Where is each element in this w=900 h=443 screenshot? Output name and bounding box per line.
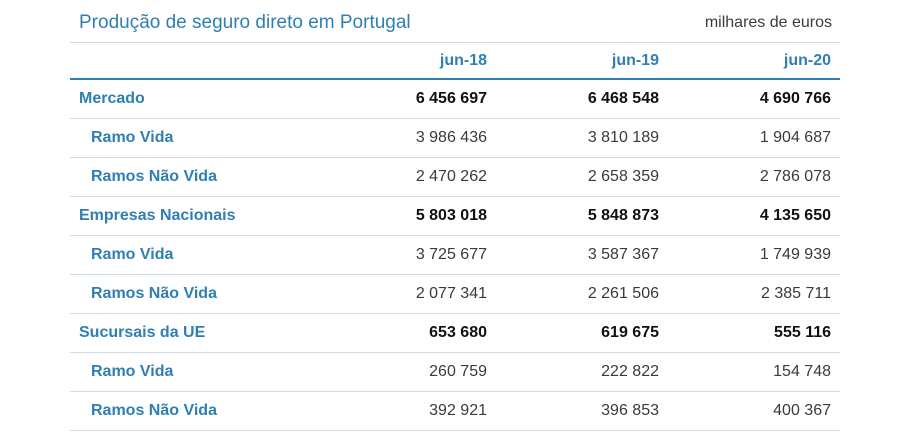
- row-value: 6 468 548: [587, 90, 659, 107]
- table-row: Ramos Não Vida 2 077 341 2 261 506 2 385…: [70, 275, 840, 314]
- row-value: 2 470 262: [415, 168, 487, 185]
- table-title: Produção de seguro direto em Portugal: [79, 12, 411, 33]
- row-value: 3 725 677: [415, 246, 487, 263]
- row-label: Ramos Não Vida: [91, 402, 217, 419]
- table-row: Sucursais da UE 653 680 619 675 555 116: [70, 314, 840, 353]
- row-value: 2 658 359: [587, 168, 659, 185]
- row-value: 4 135 650: [759, 207, 831, 224]
- table-row: Empresas Nacionais 5 803 018 5 848 873 4…: [70, 197, 840, 236]
- table-header: Produção de seguro direto em Portugal mi…: [70, 0, 840, 43]
- row-value: 6 456 697: [415, 90, 487, 107]
- row-label: Ramos Não Vida: [91, 168, 217, 185]
- row-label: Empresas Nacionais: [79, 207, 236, 224]
- row-value: 2 261 506: [587, 285, 659, 302]
- row-label: Ramos Não Vida: [91, 285, 217, 302]
- row-value: 2 385 711: [761, 285, 831, 302]
- row-value: 392 921: [429, 402, 487, 419]
- table-row: Ramos Não Vida 392 921 396 853 400 367: [70, 392, 840, 431]
- table-row: Ramo Vida 3 986 436 3 810 189 1 904 687: [70, 119, 840, 158]
- table-row: Mercado 6 456 697 6 468 548 4 690 766: [70, 80, 840, 119]
- column-header: jun-19: [611, 51, 659, 69]
- row-label: Ramo Vida: [91, 129, 174, 146]
- column-headers: jun-18 jun-19 jun-20: [70, 43, 840, 80]
- row-value: 653 680: [429, 324, 487, 341]
- row-value: 2 786 078: [759, 168, 831, 185]
- column-header: jun-18: [439, 51, 487, 69]
- row-value: 4 690 766: [759, 90, 831, 107]
- row-value: 619 675: [601, 324, 659, 341]
- row-label: Sucursais da UE: [79, 324, 206, 341]
- row-value: 400 367: [773, 402, 831, 419]
- column-header: jun-20: [783, 51, 831, 69]
- production-table: Produção de seguro direto em Portugal mi…: [70, 0, 840, 431]
- row-value: 5 803 018: [415, 207, 487, 224]
- table-row: Ramo Vida 260 759 222 822 154 748: [70, 353, 840, 392]
- table-row: Ramo Vida 3 725 677 3 587 367 1 749 939: [70, 236, 840, 275]
- row-value: 1 904 687: [759, 129, 831, 146]
- units-label: milhares de euros: [704, 14, 832, 31]
- row-label: Ramo Vida: [91, 363, 174, 380]
- row-value: 2 077 341: [415, 285, 487, 302]
- row-value: 396 853: [601, 402, 659, 419]
- row-value: 154 748: [773, 363, 831, 380]
- row-value: 222 822: [601, 363, 659, 380]
- row-value: 3 986 436: [415, 129, 487, 146]
- row-value: 555 116: [774, 324, 831, 341]
- row-value: 3 587 367: [587, 246, 659, 263]
- row-value: 3 810 189: [587, 129, 659, 146]
- table-row: Ramos Não Vida 2 470 262 2 658 359 2 786…: [70, 158, 840, 197]
- row-label: Ramo Vida: [91, 246, 174, 263]
- row-value: 5 848 873: [587, 207, 659, 224]
- row-value: 260 759: [429, 363, 487, 380]
- row-value: 1 749 939: [759, 246, 831, 263]
- row-label: Mercado: [79, 90, 145, 107]
